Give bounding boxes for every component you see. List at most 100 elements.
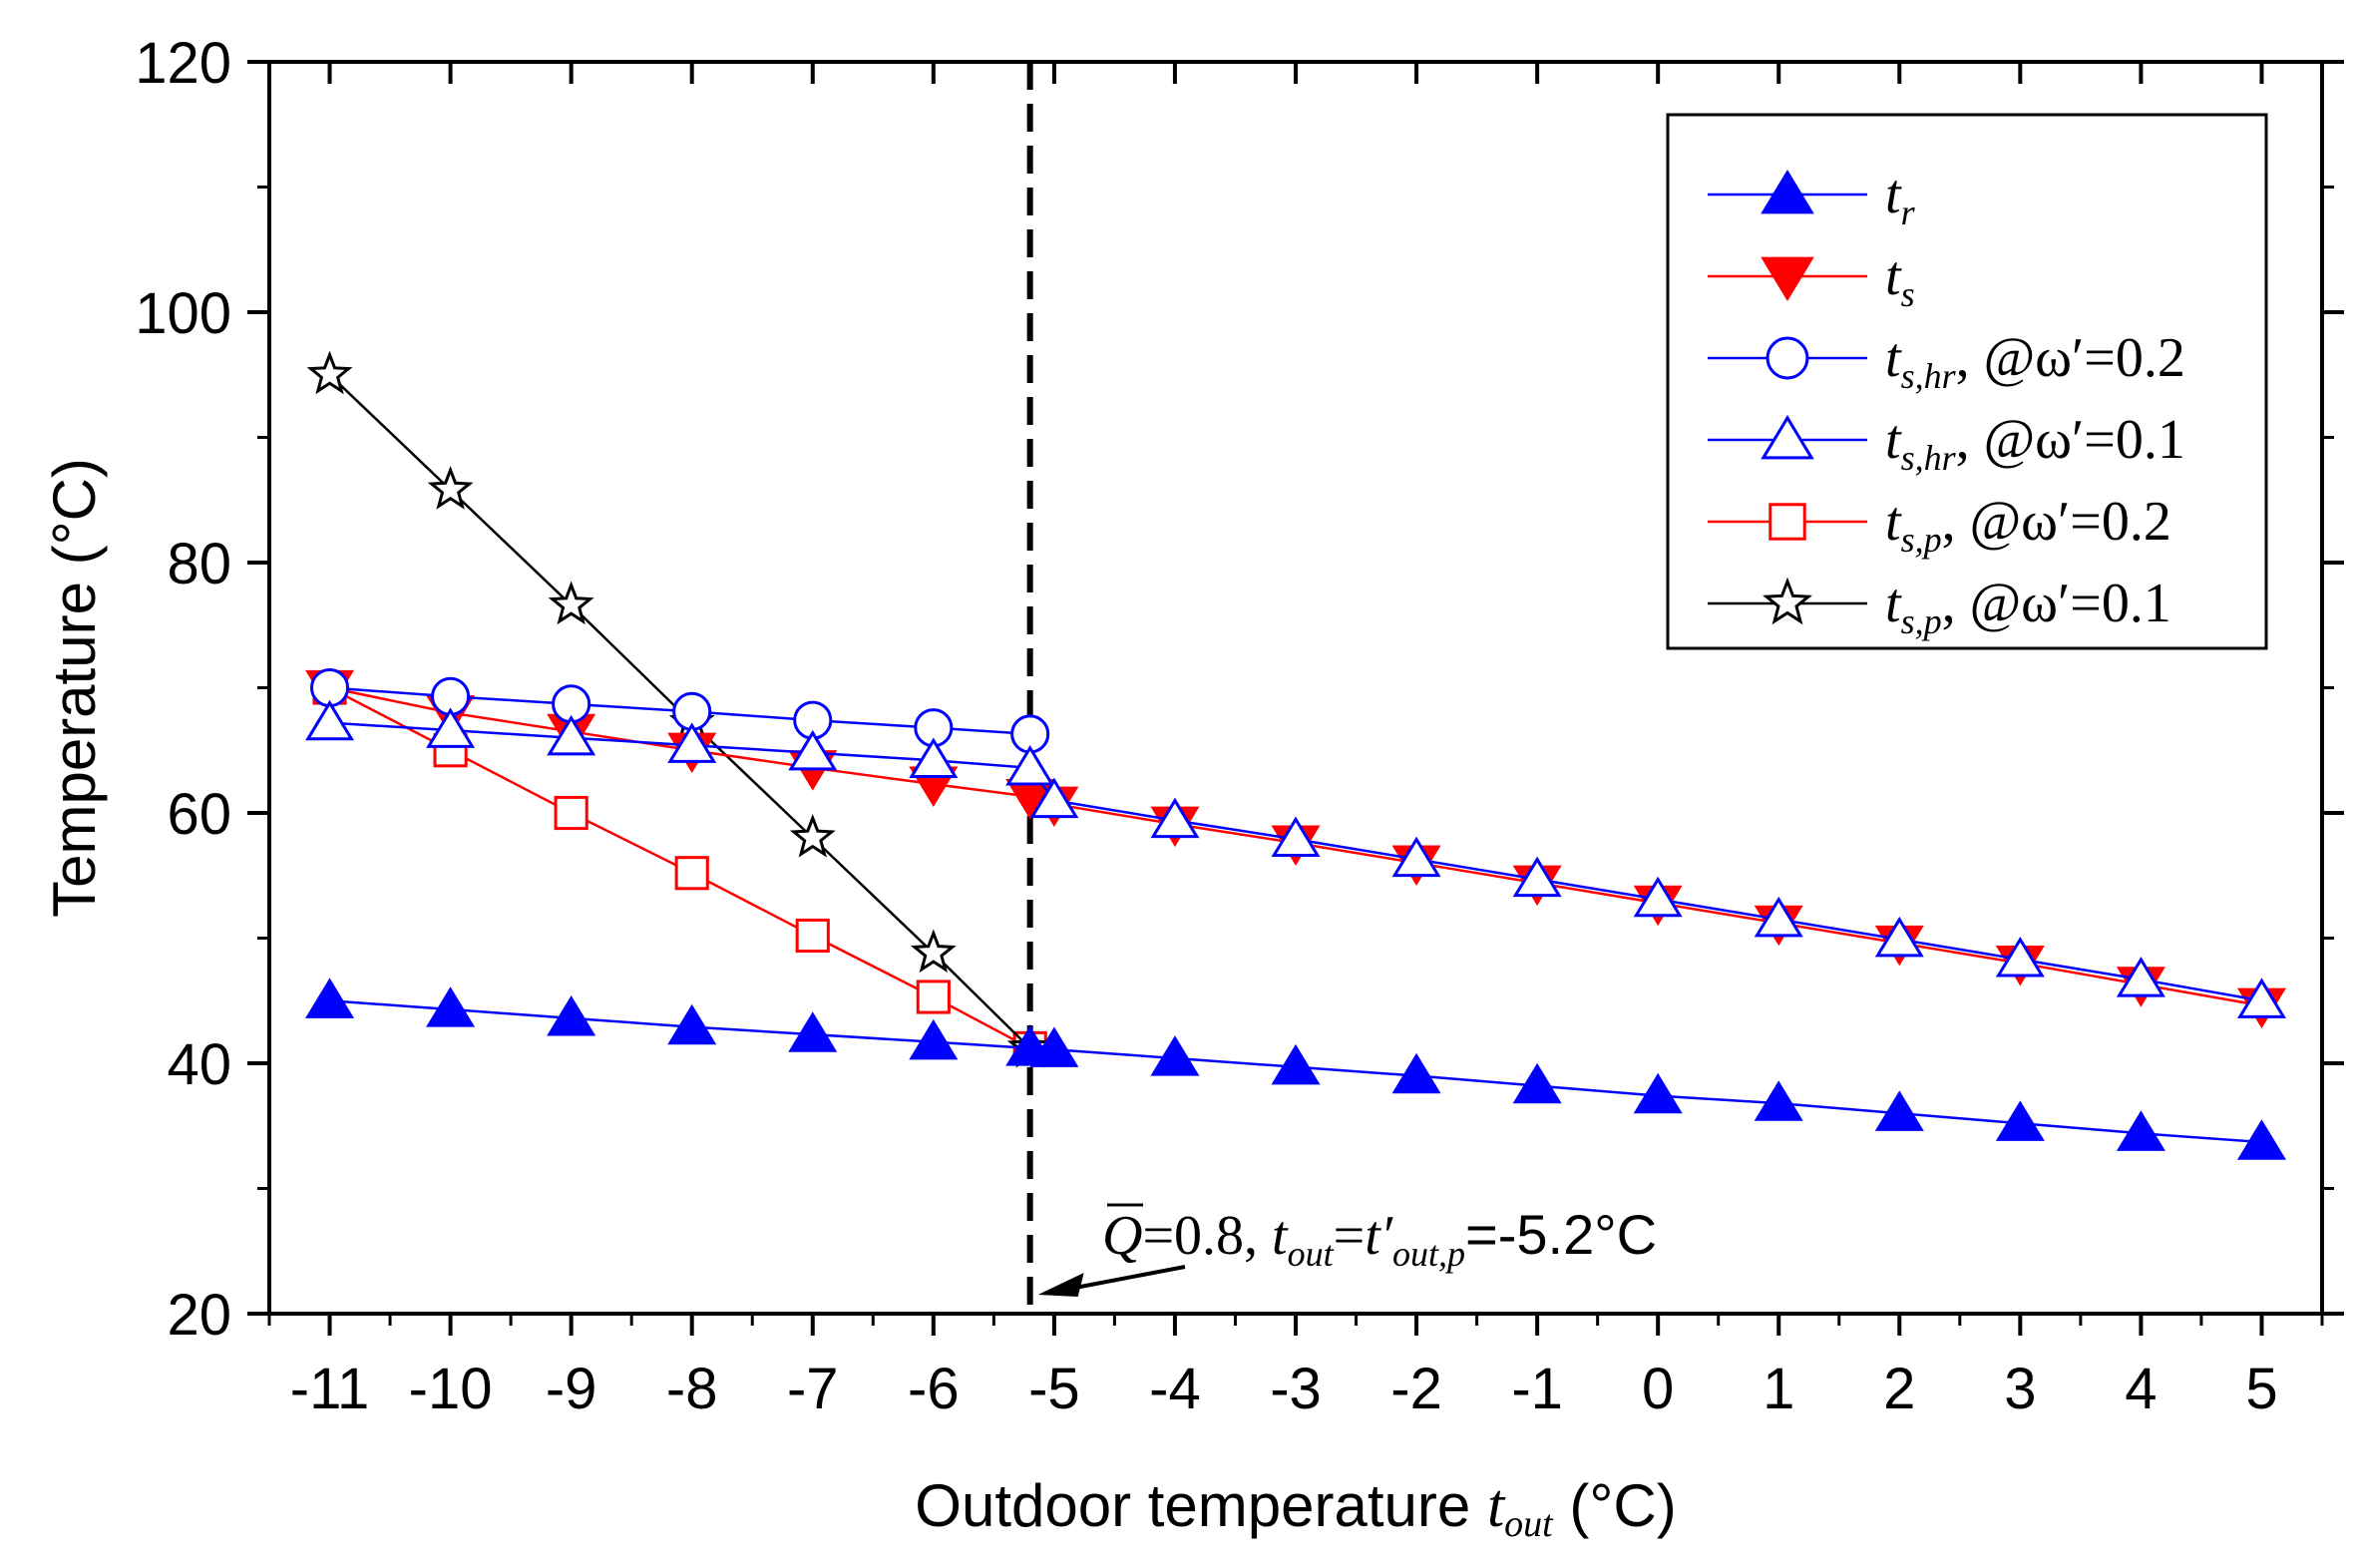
legend-suffix: , @ω′=0.2 xyxy=(1942,491,2171,553)
legend-suffix: , @ω′=0.1 xyxy=(1956,409,2185,471)
annotation-text-b: = xyxy=(1334,1205,1366,1267)
x-axis-title: Outdoor temperature tout (°C) xyxy=(915,1472,1676,1545)
marker-square xyxy=(1768,503,1806,541)
marker-triangle-up xyxy=(1271,816,1321,858)
marker-circle xyxy=(1766,336,1809,380)
marker-triangle-up xyxy=(1754,1080,1803,1121)
x-tick-label: -1 xyxy=(1511,1357,1563,1421)
series-0 xyxy=(305,978,2286,1160)
legend-symbol: t xyxy=(1885,491,1902,553)
marker-triangle-up xyxy=(667,722,717,763)
annotation-text: Q=0.8, tout=t′out,p=-5.2°C xyxy=(1102,1203,1657,1274)
annotation-t1-sub: out xyxy=(1288,1234,1335,1274)
series-layer xyxy=(305,350,2286,1160)
x-tick-label: -5 xyxy=(1028,1357,1080,1421)
marker-triangle-up xyxy=(667,1003,717,1045)
legend-symbol: t xyxy=(1885,327,1902,389)
y-axis-title: Temperature (°C) xyxy=(41,458,108,918)
marker-triangle-up xyxy=(1512,1062,1562,1104)
x-tick-label: -9 xyxy=(546,1357,597,1421)
marker-triangle-up xyxy=(1271,1043,1321,1085)
marker-triangle-up xyxy=(547,714,596,756)
marker-triangle-up xyxy=(1874,916,1924,958)
legend-entry: ts xyxy=(1708,245,1915,314)
marker-triangle-up xyxy=(305,978,355,1018)
legend-symbol: t xyxy=(1885,573,1902,634)
marker-triangle-up xyxy=(1874,1090,1924,1131)
marker-triangle-up xyxy=(788,1011,838,1052)
legend-label: ts,hr, @ω′=0.1 xyxy=(1885,409,2185,478)
annotation-text-a: =0.8, xyxy=(1142,1205,1272,1267)
x-tick-label: 5 xyxy=(2245,1357,2277,1421)
marker-triangle-down xyxy=(1761,256,1814,301)
annotation: Q=0.8, tout=t′out,p=-5.2°C xyxy=(1037,1203,1657,1297)
marker-triangle-up xyxy=(1995,1100,2045,1141)
x-tick-label: -10 xyxy=(409,1357,493,1421)
marker-square xyxy=(916,980,951,1014)
marker-star xyxy=(548,581,594,625)
marker-star xyxy=(427,466,474,510)
marker-star xyxy=(1763,577,1812,625)
legend-entry: tr xyxy=(1708,164,1916,232)
x-tick-label: 3 xyxy=(2004,1357,2036,1421)
annotation-t1: t xyxy=(1272,1205,1289,1267)
axis-ticks xyxy=(247,60,2344,1336)
legend-label: ts,p, @ω′=0.2 xyxy=(1885,491,2171,560)
marker-triangle-up xyxy=(426,986,476,1027)
x-tick-label: -2 xyxy=(1390,1357,1442,1421)
legend-subscript: s xyxy=(1901,274,1915,314)
x-tick-label: -6 xyxy=(908,1357,960,1421)
series-3 xyxy=(305,699,2286,1018)
x-axis-title-text: Outdoor temperature xyxy=(915,1472,1487,1539)
x-axis-title-sub: out xyxy=(1504,1503,1554,1545)
y-tick-label: 60 xyxy=(167,782,231,847)
x-axis-title-unit: (°C) xyxy=(1553,1472,1677,1539)
marker-square xyxy=(554,795,589,831)
legend-label: ts xyxy=(1885,245,1915,314)
legend-entry: ts,p, @ω′=0.1 xyxy=(1708,573,2171,641)
plot-frame xyxy=(267,60,2324,1316)
legend-label: ts,p, @ω′=0.1 xyxy=(1885,573,2171,641)
annotation-q-bar: Q xyxy=(1102,1205,1142,1267)
annotation-t2: t′ xyxy=(1365,1205,1393,1267)
marker-triangle-up xyxy=(788,729,838,771)
legend-symbol: t xyxy=(1885,164,1902,225)
marker-triangle-up xyxy=(305,699,355,741)
y-tick-label: 20 xyxy=(167,1283,231,1348)
x-tick-label: -3 xyxy=(1270,1357,1322,1421)
marker-triangle-up xyxy=(1005,744,1055,786)
legend-subscript: r xyxy=(1901,193,1916,232)
annotation-arrow xyxy=(1069,1265,1186,1291)
legend-subscript: s,hr xyxy=(1901,356,1957,396)
marker-star xyxy=(910,929,957,974)
marker-star xyxy=(789,813,836,858)
x-tick-label: -11 xyxy=(290,1357,370,1421)
y-tick-label: 40 xyxy=(167,1032,231,1097)
marker-triangle-up xyxy=(1029,777,1079,819)
marker-triangle-up xyxy=(1029,1026,1079,1067)
marker-triangle-up xyxy=(1754,896,1803,938)
annotation-t2-sub: out,p xyxy=(1392,1234,1465,1274)
series-2 xyxy=(309,667,1050,754)
marker-triangle-up xyxy=(2116,957,2165,997)
marker-triangle-up xyxy=(1391,836,1441,878)
legend-subscript: s,p xyxy=(1901,601,1942,641)
legend-symbol: t xyxy=(1885,245,1902,307)
marker-triangle-up xyxy=(2236,978,2286,1018)
marker-triangle-up xyxy=(1150,797,1200,839)
series-line xyxy=(329,721,2262,1002)
marker-triangle-up xyxy=(1150,1035,1200,1076)
x-tick-label: -8 xyxy=(666,1357,718,1421)
marker-triangle-up xyxy=(909,737,959,778)
legend-subscript: s,hr xyxy=(1901,438,1957,478)
legend-suffix: , @ω′=0.2 xyxy=(1956,327,2185,389)
marker-triangle-up xyxy=(1391,1052,1441,1094)
series-line xyxy=(329,999,2262,1144)
legend-symbol: t xyxy=(1885,409,1902,471)
x-tick-label: -7 xyxy=(787,1357,839,1421)
x-tick-labels: -11 -10 -9 -8 -7 -6 -5 -4 -3 -2 -1 0 1 2 3 4 5 xyxy=(290,1357,2278,1421)
y-tick-label: 100 xyxy=(135,281,231,346)
x-axis-title-symbol: t xyxy=(1487,1472,1506,1540)
